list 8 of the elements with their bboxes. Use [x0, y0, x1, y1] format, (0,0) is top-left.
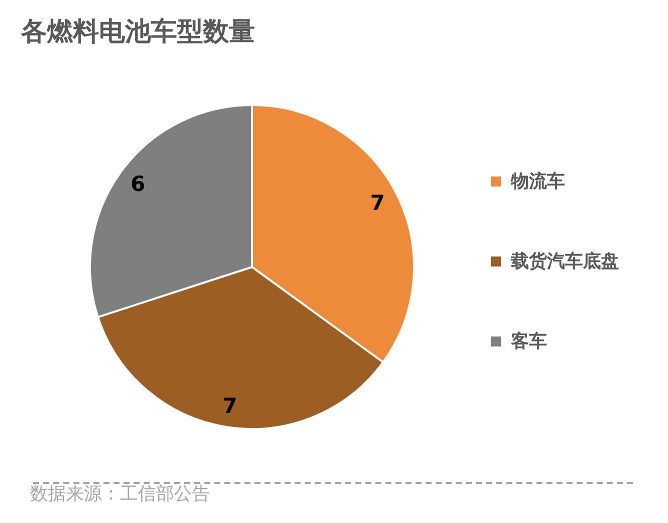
legend-label: 物流车 [510, 171, 565, 192]
data-label: 6 [130, 172, 146, 196]
legend-label: 载货汽车底盘 [510, 251, 619, 272]
data-label: 7 [370, 191, 385, 216]
chart-title: 各燃料电池车型数量 [20, 17, 255, 47]
data-label: 7 [222, 394, 238, 418]
legend-label: 客车 [510, 331, 547, 352]
source-note: 数据来源：工信部公告 [30, 484, 210, 504]
